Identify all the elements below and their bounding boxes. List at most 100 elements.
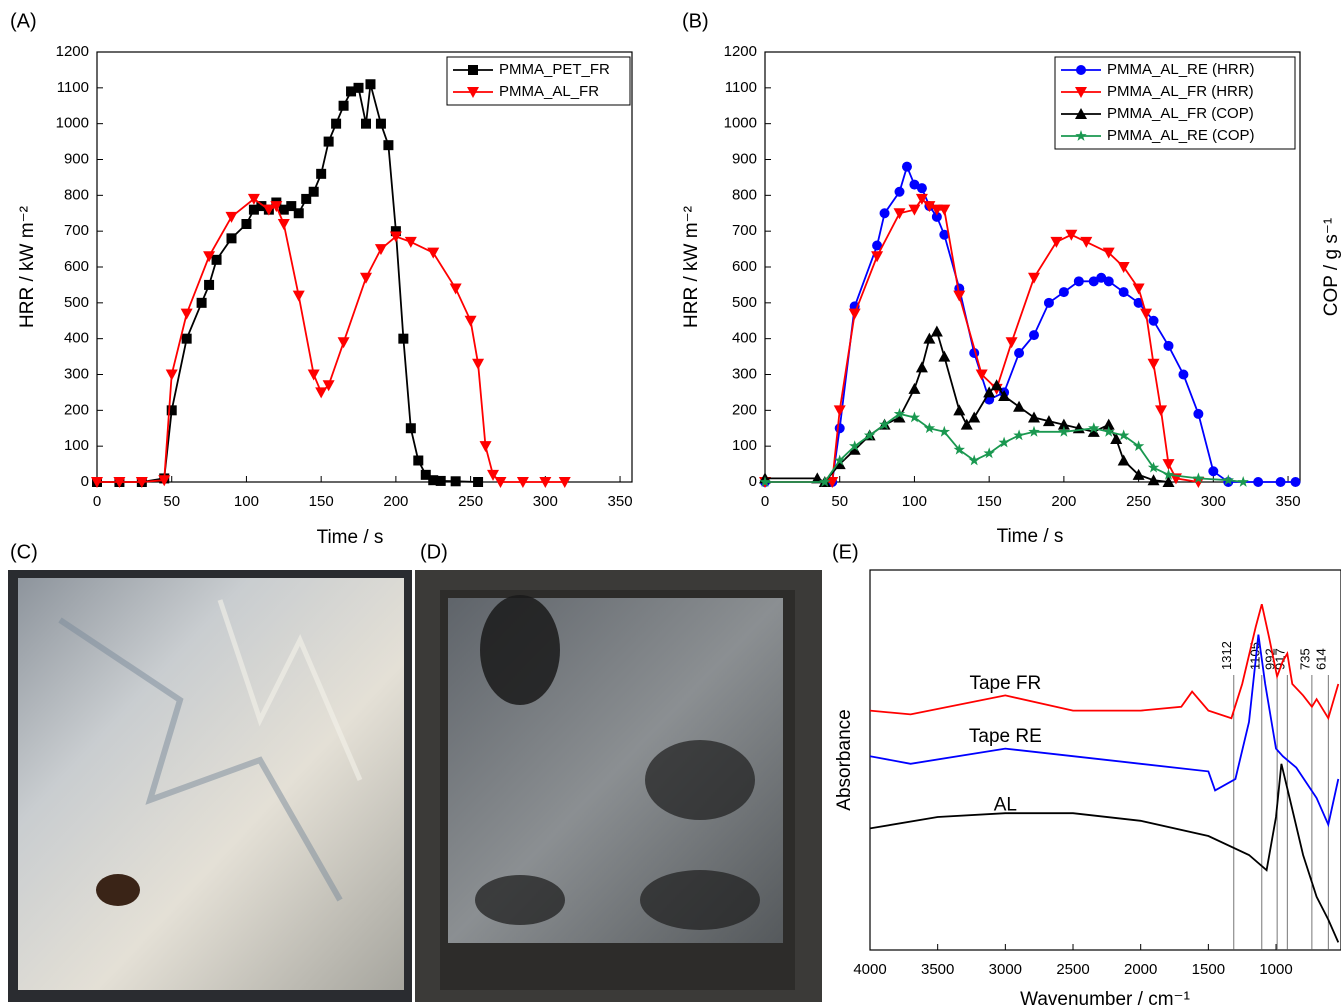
y-tick-label: 300 [732,365,757,382]
x-tick-label: 2500 [1056,961,1089,978]
y-axis-label: HRR / kW m⁻² [681,206,702,328]
marker [1103,276,1114,287]
marker [346,86,357,97]
y2-axis-label: COP / g s⁻¹ [1321,218,1341,316]
marker [383,140,394,151]
marker [1013,400,1026,412]
marker [337,337,350,349]
marker [1096,272,1107,283]
marker [1275,477,1286,487]
marker [322,380,335,392]
marker [1073,276,1084,287]
marker [1076,65,1086,75]
marker [1103,425,1115,437]
marker [473,477,484,487]
marker [338,100,349,111]
marker [1102,418,1115,430]
marker [1192,477,1205,488]
marker [248,204,259,215]
marker [435,475,446,486]
marker [1163,340,1174,351]
marker [849,440,861,451]
marker [1132,440,1145,451]
marker [226,233,237,244]
y-tick-label: 400 [64,330,89,347]
marker [1148,315,1159,326]
x-tick-label: 3500 [921,961,954,978]
x-tick-label: 250 [1126,493,1151,510]
marker [1162,459,1175,471]
marker [516,477,529,488]
marker [1028,425,1040,437]
marker [1208,466,1219,477]
series-line [870,634,1340,828]
peak-label: 1312 [1219,641,1234,670]
marker [915,361,928,373]
peak-label: 614 [1314,648,1329,670]
x-tick-label: 300 [1201,493,1226,510]
marker [1193,408,1204,419]
y-tick-label: 800 [732,186,757,203]
marker [1027,272,1040,284]
marker [203,251,216,263]
y-tick-label: 900 [64,150,89,167]
marker [278,204,289,215]
y-tick-label: 0 [81,473,89,490]
marker [1088,276,1099,287]
y-tick-label: 700 [732,222,757,239]
marker [938,204,951,216]
marker [196,297,207,308]
marker [225,211,238,223]
x-tick-label: 3000 [989,961,1022,978]
marker [916,183,927,194]
x-tick-label: 350 [1276,493,1301,510]
marker [166,405,177,416]
y-tick-label: 200 [64,401,89,418]
x-tick-label: 50 [831,493,848,510]
marker [293,208,304,219]
marker [494,477,507,488]
panel-label: (B) [682,10,709,32]
marker [353,82,364,93]
marker [871,251,884,263]
marker [390,226,401,237]
legend-label: PMMA_PET_FR [499,61,610,78]
marker [375,118,386,129]
marker [879,208,890,219]
marker [158,475,171,487]
marker [915,193,928,205]
marker [1132,283,1145,295]
marker [1147,461,1160,473]
marker [262,204,275,216]
marker [1117,454,1130,466]
marker [467,87,479,98]
plot-frame [869,569,1341,951]
marker [180,308,193,320]
marker [1222,474,1234,486]
marker [308,186,319,197]
marker [878,418,891,430]
marker [901,161,912,172]
marker [953,290,966,302]
marker [1192,472,1205,484]
marker [1147,358,1160,370]
marker [923,332,936,344]
marker [834,454,846,466]
x-tick-label: 200 [1051,493,1076,510]
marker [211,254,222,265]
marker [1057,418,1070,430]
marker [848,308,861,320]
marker [113,477,126,488]
marker [983,447,995,459]
x-tick-label: 4000 [853,961,886,978]
marker [1013,429,1025,441]
marker [398,333,409,344]
marker [1290,477,1301,487]
marker [938,350,951,362]
x-axis-label: Wavenumber / cm⁻¹ [1020,989,1190,1008]
marker [998,436,1010,448]
y-tick-label: 1000 [56,115,89,132]
marker [539,477,552,488]
marker [1042,415,1055,427]
